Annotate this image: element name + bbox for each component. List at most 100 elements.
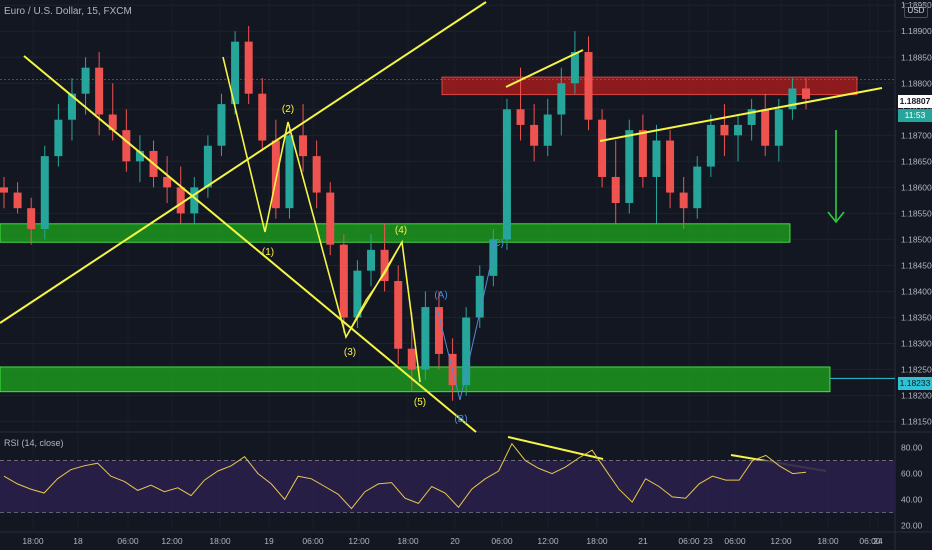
time-tick-label: 18:00 [817, 536, 839, 546]
candle-body [339, 244, 348, 318]
price-tick-label: 1.18500 [901, 234, 932, 244]
time-tick-label: 06:00 [117, 536, 139, 546]
price-tick-label: 1.18850 [901, 52, 932, 62]
candlestick-series [0, 26, 895, 401]
candle-body [434, 307, 443, 354]
time-tick-label: 06:00 [859, 536, 881, 546]
time-tick-label: 18:00 [22, 536, 44, 546]
candle-body [584, 52, 593, 120]
wave-label: (5) [414, 397, 426, 408]
candle-body [54, 119, 63, 157]
candle-body [475, 275, 484, 318]
candle-body [747, 109, 756, 125]
time-tick-label: 06:00 [678, 536, 700, 546]
price-tick-label: 1.18300 [901, 339, 932, 349]
rsi-divergence-line-1 [507, 436, 604, 460]
upper-trendline-2 [599, 87, 883, 142]
candle-body [163, 176, 172, 188]
candle-body [27, 208, 36, 230]
candle-body [489, 239, 498, 276]
support-zone-lower [0, 366, 831, 393]
price-tick-label: 1.18400 [901, 286, 932, 296]
candle-body [557, 83, 566, 115]
wave-four-path [345, 241, 403, 338]
candle-body [176, 187, 185, 214]
price-tick-label: 1.18600 [901, 182, 932, 192]
candle-body [421, 307, 430, 370]
time-tick-label: 24 [873, 536, 883, 546]
wave-label: (3) [344, 347, 356, 358]
candle-body [203, 145, 212, 188]
candle-body [231, 41, 240, 105]
candle-body [67, 93, 76, 120]
wave-label: (C) [490, 238, 504, 249]
candle-body [543, 114, 552, 146]
rsi-indicator-label[interactable]: RSI (14, close) [4, 438, 64, 448]
currency-badge[interactable]: USD [904, 3, 928, 18]
candle-body [108, 114, 117, 131]
candle-body [81, 67, 90, 94]
candle-body [244, 41, 253, 94]
time-tick-label: 18 [73, 536, 83, 546]
candle-body [190, 187, 199, 214]
candle-body [802, 88, 810, 99]
time-tick-label: 12:00 [537, 536, 559, 546]
candle-body [625, 130, 634, 203]
rsi-band [0, 460, 895, 513]
time-tick-label: 18:00 [209, 536, 231, 546]
candle-body [394, 281, 403, 349]
candle-body [761, 109, 770, 146]
candle-body [312, 156, 321, 193]
candle-body [706, 124, 715, 167]
candle-body [679, 192, 688, 209]
time-tick-label: 23 [703, 536, 713, 546]
candle-body [407, 348, 416, 370]
rsi-line [3, 442, 807, 510]
candle-body [285, 135, 294, 209]
candle-body [380, 249, 389, 282]
candle-body [611, 176, 620, 203]
candle-body [652, 140, 661, 177]
abc-correction-path [436, 240, 497, 401]
price-tick-label: 1.18800 [901, 78, 932, 88]
symbol-title: Euro / U.S. Dollar, 15, FXCM [4, 6, 132, 17]
candle-body [598, 119, 607, 177]
rsi-tick-label: 40.00 [901, 495, 923, 505]
price-tick-label: 1.18550 [901, 208, 932, 218]
candle-body [40, 156, 49, 230]
candle-body [788, 88, 797, 110]
candle-body [0, 187, 8, 193]
candle-body [353, 270, 362, 318]
candle-body [666, 140, 675, 193]
time-tick-label: 18:00 [397, 536, 419, 546]
price-zones [0, 76, 858, 393]
time-tick-label: 19 [264, 536, 274, 546]
candle-body [217, 104, 226, 146]
candle-body [516, 109, 525, 125]
price-tick-label: 1.18900 [901, 26, 932, 36]
time-axis[interactable]: 18:00 18 06:00 12:00 18:00 19 06:00 12:00 18:00 2… [22, 536, 883, 546]
rsi-pane [0, 442, 895, 513]
falling-trendline [23, 55, 477, 433]
elliott-wave-path [222, 56, 421, 383]
rsi-tick-label: 60.00 [901, 469, 923, 479]
price-tick-label: 1.18450 [901, 260, 932, 270]
rsi-tick-label: 20.00 [901, 521, 923, 531]
price-tick-label: 1.18150 [901, 417, 932, 427]
candle-body [326, 192, 335, 245]
price-tick-label: 1.18200 [901, 391, 932, 401]
candle-body [258, 93, 267, 141]
current-price-tag: 1.18807 [898, 95, 932, 108]
wave-label: (4) [395, 225, 407, 236]
candle-body [13, 192, 22, 209]
time-tick-label: 06:00 [491, 536, 513, 546]
time-tick-label: 06:00 [302, 536, 324, 546]
price-tick-label: 1.18250 [901, 365, 932, 375]
time-tick-label: 12:00 [348, 536, 370, 546]
wave-label: (2) [282, 104, 294, 115]
upper-trendline-1 [505, 49, 584, 88]
bearish-arrow-head [827, 211, 845, 224]
time-tick-label: 18:00 [586, 536, 608, 546]
rising-trendline [0, 1, 487, 324]
